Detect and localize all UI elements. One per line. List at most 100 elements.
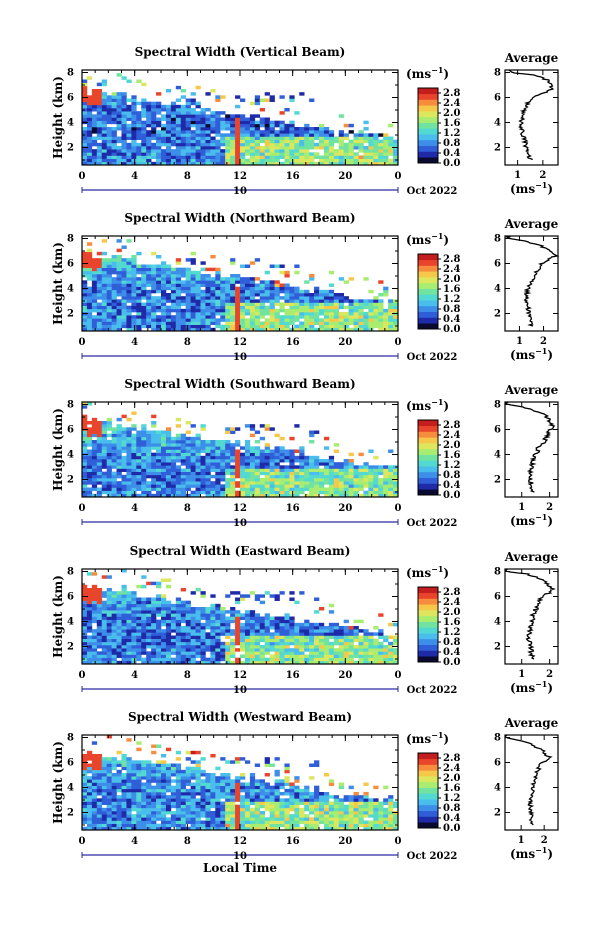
heatmap-cell	[294, 450, 299, 453]
heatmap-cell	[92, 280, 97, 283]
heatmap-cell	[151, 421, 156, 424]
heatmap-cell	[309, 469, 314, 472]
heatmap-cell	[102, 322, 107, 325]
heatmap-cell	[176, 642, 181, 645]
heatmap-cell	[171, 462, 176, 465]
heatmap-cell	[97, 440, 102, 443]
heatmap-cell	[289, 312, 294, 315]
heatmap-cell	[186, 607, 191, 610]
heatmap-cell	[280, 651, 285, 654]
heatmap-cell	[112, 137, 117, 140]
heatmap-cell	[388, 159, 393, 162]
heatmap-cell	[304, 293, 309, 296]
heatmap-cell	[319, 491, 324, 494]
heatmap-cell	[102, 591, 107, 594]
heatmap-cell	[102, 121, 107, 124]
heatmap-cell	[220, 658, 225, 661]
heatmap-cell	[280, 111, 285, 114]
heatmap-cell	[280, 629, 285, 632]
heatmap-cell	[97, 475, 102, 478]
heatmap-cell	[82, 814, 87, 817]
heatmap-cell	[289, 152, 294, 155]
heatmap-cell	[339, 325, 344, 328]
heatmap-cell	[240, 284, 245, 287]
heatmap-cell	[186, 159, 191, 162]
heatmap-cell	[102, 271, 107, 274]
heatmap-cell	[126, 632, 131, 635]
heatmap-cell	[324, 143, 329, 146]
heatmap-cell	[82, 817, 87, 820]
heatmap-cell	[329, 488, 334, 491]
heatmap-cell	[230, 655, 235, 658]
heatmap-cell	[275, 488, 280, 491]
heatmap-cell	[299, 156, 304, 159]
heatmap-cell	[201, 315, 206, 318]
heatmap-cell	[215, 456, 220, 459]
heatmap-cell	[383, 478, 388, 481]
heatmap-cell	[196, 102, 201, 105]
heatmap-cell	[280, 446, 285, 449]
heatmap-cell	[215, 95, 220, 98]
heatmap-cell	[141, 462, 146, 465]
heatmap-cell	[126, 639, 131, 642]
heatmap-cell	[349, 303, 354, 306]
heatmap-cell	[329, 478, 334, 481]
heatmap-cell	[225, 651, 230, 654]
heatmap-cell	[166, 146, 171, 149]
heatmap-cell	[344, 325, 349, 328]
heatmap-cell	[334, 484, 339, 487]
x-tick-label: 4	[131, 171, 138, 182]
heatmap-cell	[122, 415, 127, 418]
heatmap-cell	[265, 306, 270, 309]
heatmap-cell	[82, 143, 87, 146]
heatmap-cell	[265, 623, 270, 626]
colorbar-tick-label: 0.0	[443, 490, 460, 501]
heatmap-cell	[245, 290, 250, 293]
heatmap-cell	[205, 137, 210, 140]
heatmap-cell	[225, 156, 230, 159]
colorbar-swatch	[418, 260, 438, 266]
heatmap-cell	[176, 469, 181, 472]
heatmap-cell	[368, 137, 373, 140]
heatmap-cell	[146, 315, 151, 318]
heatmap-cell	[359, 475, 364, 478]
heatmap-cell	[299, 472, 304, 475]
heatmap-cell	[319, 156, 324, 159]
heatmap-cell	[230, 620, 235, 623]
heatmap-cell	[126, 133, 131, 136]
heatmap-cell	[117, 290, 122, 293]
heatmap-cell	[383, 325, 388, 328]
heatmap-cell	[363, 645, 368, 648]
heatmap-cell	[245, 293, 250, 296]
heatmap-cell	[92, 427, 97, 430]
heatmap-cell	[284, 453, 289, 456]
heatmap-cell	[196, 284, 201, 287]
heatmap-cell	[196, 277, 201, 280]
heatmap-cell	[289, 623, 294, 626]
heatmap-cell	[102, 280, 107, 283]
heatmap-cell	[329, 315, 334, 318]
heatmap-cell	[181, 108, 186, 111]
heatmap-cell	[309, 462, 314, 465]
date-day: 10	[233, 352, 247, 363]
heatmap-cell	[146, 443, 151, 446]
heatmap-cell	[131, 626, 136, 629]
heatmap-cell	[186, 137, 191, 140]
heatmap-cell	[363, 629, 368, 632]
heatmap-cell	[87, 591, 92, 594]
heatmap-cell	[107, 127, 112, 130]
heatmap-cell	[186, 284, 191, 287]
heatmap-cell	[294, 478, 299, 481]
heatmap-cell	[181, 610, 186, 613]
heatmap-cell	[126, 434, 131, 437]
heatmap-cell	[146, 636, 151, 639]
heatmap-cell	[235, 315, 240, 318]
heatmap-cell	[87, 623, 92, 626]
heatmap-cell	[255, 453, 260, 456]
heatmap-cell	[354, 322, 359, 325]
heatmap-cell	[373, 156, 378, 159]
heatmap-cell	[82, 626, 87, 629]
heatmap-cell	[112, 472, 117, 475]
heatmap-cell	[309, 655, 314, 658]
heatmap-cell	[205, 290, 210, 293]
